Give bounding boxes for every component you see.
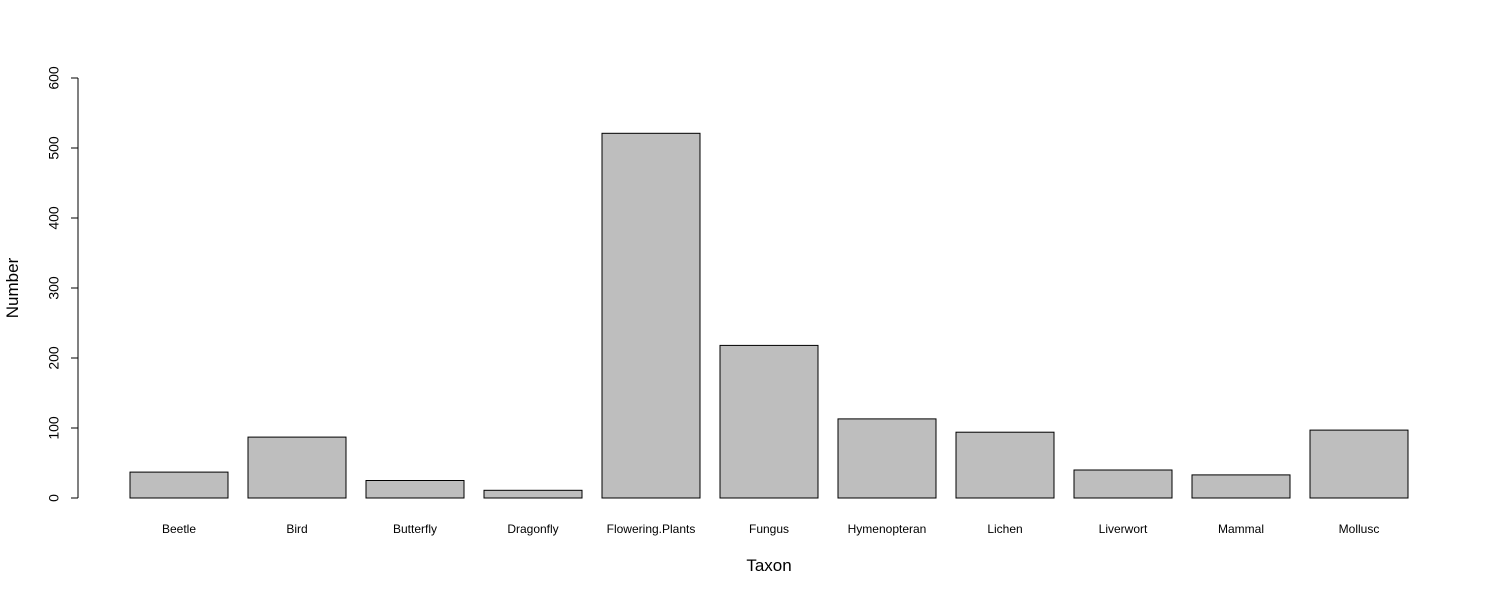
- bar: [837, 418, 937, 499]
- bar: [129, 471, 229, 499]
- x-category-labels: Beetle Bird Butterfly Dragonfly Flowering.Pl…: [162, 522, 1379, 536]
- x-tick-label: Liverwort: [1099, 522, 1148, 536]
- bar: [365, 480, 465, 499]
- x-tick-label: Lichen: [987, 522, 1022, 536]
- y-tick-label: 0: [46, 494, 62, 502]
- x-tick-label: Dragonfly: [507, 522, 558, 536]
- bar: [1191, 474, 1291, 499]
- x-tick-label: Hymenopteran: [848, 522, 927, 536]
- bar: [1309, 429, 1409, 499]
- x-tick-label: Mollusc: [1339, 522, 1380, 536]
- x-tick-label: Beetle: [162, 522, 196, 536]
- y-tick-label: 100: [46, 416, 62, 440]
- x-tick-label: Mammal: [1218, 522, 1264, 536]
- y-tick-label: 300: [46, 276, 62, 300]
- bar: [483, 489, 583, 499]
- y-tick-label: 600: [46, 66, 62, 90]
- bar: [1073, 469, 1173, 499]
- x-tick-label: Fungus: [749, 522, 789, 536]
- y-tick-label: 200: [46, 346, 62, 370]
- bar: [247, 436, 347, 499]
- x-axis-title: Taxon: [746, 556, 791, 575]
- y-tick-label: 500: [46, 136, 62, 160]
- x-tick-label: Flowering.Plants: [607, 522, 696, 536]
- bar: [955, 431, 1055, 499]
- x-tick-label: Bird: [286, 522, 307, 536]
- bars: [129, 132, 1409, 499]
- bar: [601, 132, 701, 499]
- x-tick-label: Butterfly: [393, 522, 437, 536]
- bar: [719, 344, 819, 499]
- y-axis-title: Number: [3, 257, 22, 318]
- y-tick-label: 400: [46, 206, 62, 230]
- y-axis: 0 100 200 300 400 500 600: [46, 66, 79, 502]
